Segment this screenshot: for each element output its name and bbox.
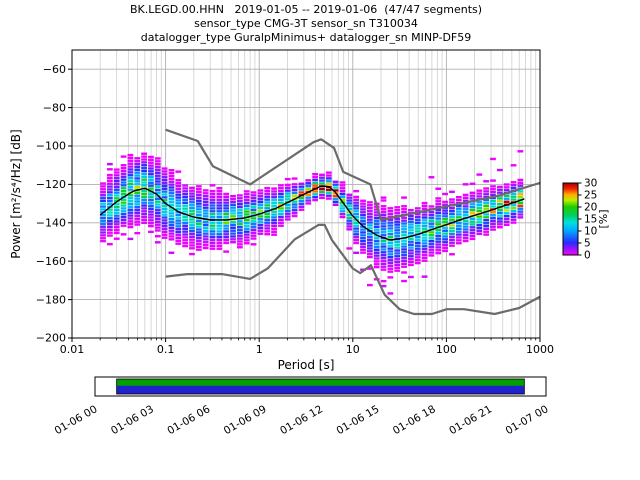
timeline-tick-label: 01-06 03 bbox=[109, 403, 156, 437]
y-tick-label: −140 bbox=[36, 217, 66, 230]
plot-subtitle-sensor: sensor_type CMG-3T sensor_sn T310034 bbox=[194, 17, 418, 30]
colorbar-tick-label: 25 bbox=[584, 190, 597, 202]
timeline-tick-label: 01-06 12 bbox=[278, 403, 325, 437]
colorbar-tick-label: 30 bbox=[584, 178, 597, 190]
y-tick-label: −180 bbox=[36, 293, 66, 306]
nlnm-line bbox=[165, 223, 540, 316]
timeline-tick-label: 01-06 15 bbox=[334, 403, 381, 437]
timeline-tick-label: 01-06 06 bbox=[165, 403, 212, 437]
colorbar-tick-label: 10 bbox=[584, 226, 597, 238]
timeline-tick-label: 01-06 21 bbox=[447, 403, 494, 437]
x-tick-label: 100 bbox=[436, 343, 457, 356]
title-block: BK.LEGD.00.HHN 2019-01-05 -- 2019-01-06 … bbox=[72, 3, 540, 45]
nhnm-line bbox=[165, 128, 540, 221]
plot-title: BK.LEGD.00.HHN 2019-01-05 -- 2019-01-06 … bbox=[129, 3, 483, 16]
y-tick-label: −120 bbox=[36, 178, 66, 191]
x-axis-label: Period [s] bbox=[278, 358, 335, 372]
colorbar-tick-label: 0 bbox=[584, 250, 591, 262]
x-tick-label: 1 bbox=[256, 343, 263, 356]
y-tick-label: −100 bbox=[36, 140, 66, 153]
y-tick-label: −80 bbox=[43, 101, 66, 114]
colorbar-tick-label: 20 bbox=[584, 202, 597, 214]
plot-subtitle-datalogger: datalogger_type GuralpMinimus+ datalogge… bbox=[140, 31, 472, 44]
gridlines bbox=[71, 50, 541, 339]
timeline-tick-label: 01-06 00 bbox=[53, 403, 100, 437]
psd-histogram bbox=[100, 150, 524, 295]
psd-mean-line bbox=[99, 185, 525, 241]
axes-ticks: 0.01 0.1 1 10 100 1000 −60 −80 −100 −120 −140 −160 −… bbox=[36, 49, 554, 356]
x-tick-label: 0.01 bbox=[60, 343, 85, 356]
y-axis-label: Power [m²/s⁴/Hz] [dB] bbox=[9, 129, 23, 258]
colorbar-tick-label: 15 bbox=[584, 214, 597, 226]
timeline-tick-label: 01-07 00 bbox=[504, 403, 551, 437]
timeline-tick-label: 01-06 09 bbox=[222, 403, 269, 437]
noise-model-lines bbox=[165, 128, 540, 316]
timeline-coverage-bar: 01-06 00 01-06 03 01-06 06 01-06 09 01-06 12… bbox=[53, 376, 551, 437]
x-tick-label: 10 bbox=[346, 343, 360, 356]
colorbar-tick-label: 5 bbox=[584, 238, 591, 250]
x-tick-label: 0.1 bbox=[157, 343, 175, 356]
y-tick-label: −200 bbox=[36, 332, 66, 345]
y-tick-label: −160 bbox=[36, 255, 66, 268]
timeline-tick-label: 01-06 18 bbox=[391, 403, 438, 437]
x-tick-label: 1000 bbox=[526, 343, 554, 356]
colorbar-label: [%] bbox=[597, 209, 610, 228]
y-tick-label: −60 bbox=[43, 63, 66, 76]
